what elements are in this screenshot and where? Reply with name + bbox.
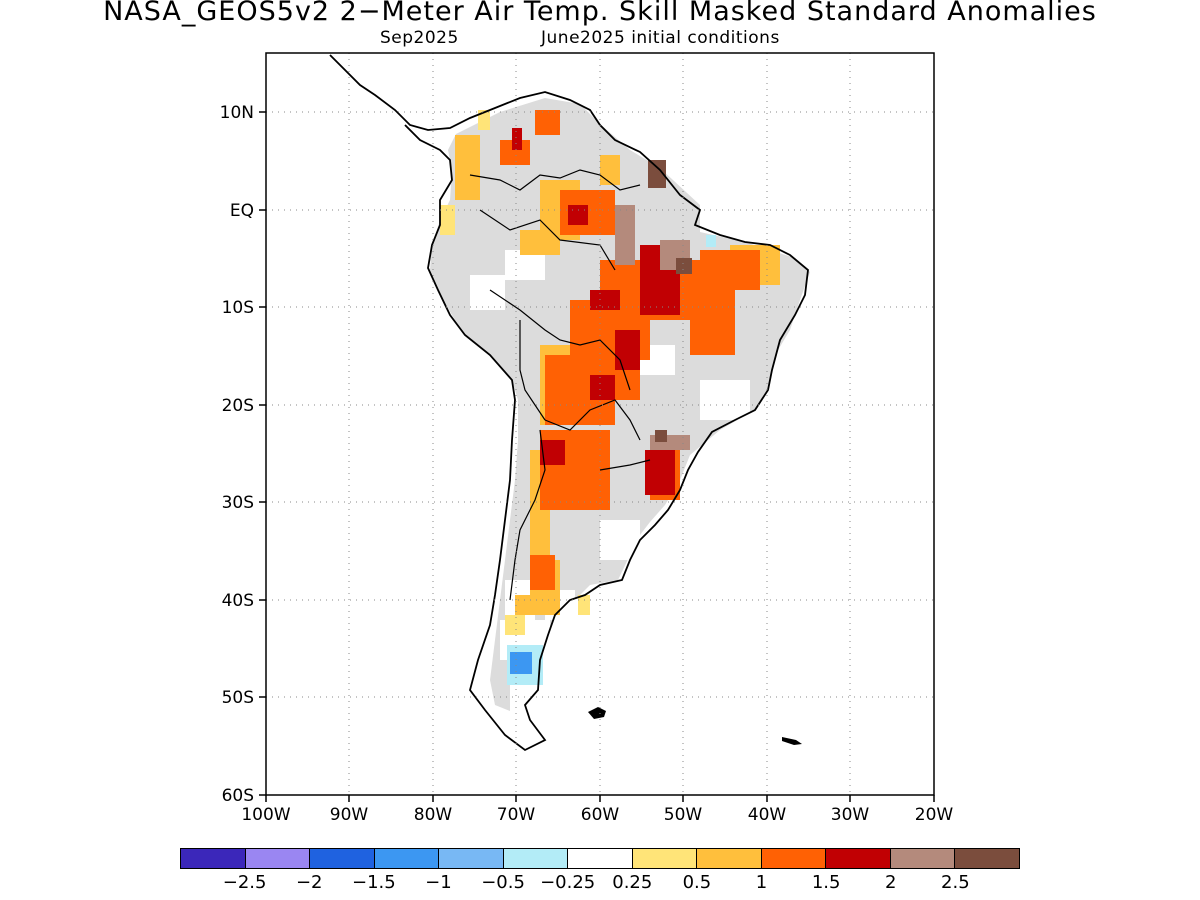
colorbar-label: −2.5	[222, 872, 267, 893]
colorbar-swatch	[503, 849, 569, 868]
colorbar-swatch	[439, 849, 504, 868]
lat-label: 50S	[222, 688, 254, 708]
coastline	[329, 54, 809, 752]
lon-label: 30W	[831, 805, 870, 825]
colorbar-swatch	[374, 849, 440, 868]
lon-label: 80W	[414, 805, 453, 825]
lon-label: 90W	[330, 805, 369, 825]
colorbar-label: −1.5	[351, 872, 396, 893]
lat-label: 10N	[220, 103, 254, 123]
colorbar-swatch	[890, 849, 956, 868]
lat-label: 40S	[222, 591, 254, 611]
colorbar-swatch	[826, 849, 891, 868]
colorbar-label: −0.5	[481, 872, 525, 893]
lat-lon-grid	[266, 53, 934, 795]
colorbar-label: 1	[755, 872, 768, 893]
falkland-islands	[588, 707, 606, 719]
lon-label: 70W	[497, 805, 536, 825]
lon-label: 100W	[241, 805, 290, 825]
subtitle-month: Sep2025	[380, 28, 459, 48]
colorbar-swatch	[761, 849, 827, 868]
colorbar-swatch	[245, 849, 311, 868]
colorbar	[180, 848, 1020, 869]
map-panel: 10N EQ 10S 20S 30S 40S 50S 60S 100W 90W …	[220, 52, 953, 825]
colorbar-label: −0.25	[540, 872, 596, 893]
colorbar-label: 2	[885, 872, 897, 893]
lon-tick-labels: 100W 90W 80W 70W 60W 50W 40W 30W 20W	[241, 805, 953, 825]
chart-title: NASA_GEOS5v2 2−Meter Air Temp. Skill Mas…	[103, 0, 1097, 27]
anomaly-below-normal-patches	[507, 235, 716, 685]
lat-label: 30S	[222, 493, 254, 513]
anomaly-above-2.5-patches	[648, 160, 692, 442]
lon-label: 20W	[915, 805, 954, 825]
colorbar-swatch	[697, 849, 762, 868]
lat-label: 20S	[222, 396, 254, 416]
lon-label: 50W	[664, 805, 703, 825]
lat-label: 10S	[222, 298, 254, 318]
subtitle-initial-conditions: June2025 initial conditions	[541, 28, 780, 48]
south-georgia-island	[782, 737, 802, 745]
colorbar-swatch	[310, 849, 375, 868]
lon-axis	[265, 795, 935, 802]
lat-tick-labels: 10N EQ 10S 20S 30S 40S 50S 60S	[220, 103, 254, 806]
lon-label: 60W	[581, 805, 620, 825]
colorbar-swatch	[568, 849, 633, 868]
colorbar-label: 0.5	[682, 872, 712, 893]
colorbar-swatch	[181, 849, 246, 868]
map-plot-area	[329, 54, 810, 752]
anomaly-0.25-0.5-patches	[440, 110, 590, 635]
colorbar-label: −2	[295, 872, 323, 893]
colorbar-swatch	[632, 849, 698, 868]
lon-label: 40W	[748, 805, 787, 825]
lat-label: 60S	[222, 786, 254, 806]
lat-axis	[259, 111, 266, 796]
colorbar-label: 2.5	[941, 872, 970, 893]
lat-label: EQ	[230, 201, 254, 221]
colorbar-label: 0.25	[612, 872, 653, 893]
colorbar-swatch	[955, 849, 1019, 868]
colorbar-label: −1	[425, 872, 452, 893]
colorbar-label: 1.5	[811, 872, 841, 893]
